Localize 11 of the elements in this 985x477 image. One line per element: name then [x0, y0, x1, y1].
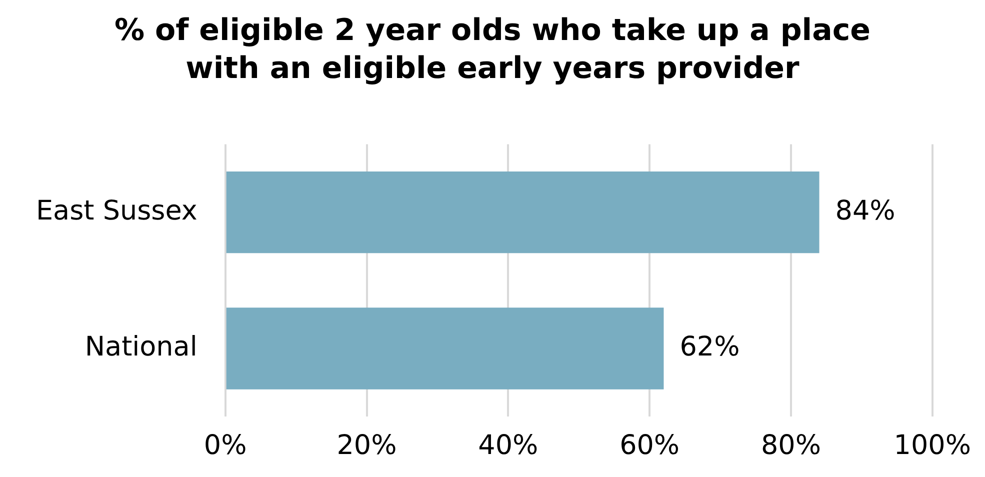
y-tick-label: East Sussex: [36, 195, 198, 226]
x-tick-label: 40%: [478, 430, 538, 461]
y-tick-label: National: [84, 332, 198, 363]
chart-title: % of eligible 2 year olds who take up a place with an eligible early years provider: [114, 12, 872, 88]
data-label: 62%: [680, 332, 740, 363]
x-tick-label: 80%: [760, 430, 821, 461]
x-tick-label: 20%: [336, 430, 397, 461]
data-label: 84%: [835, 195, 896, 226]
x-tick-label: 0%: [204, 430, 247, 461]
x-tick-label: 60%: [620, 430, 680, 461]
x-tick-label: 100%: [894, 430, 972, 461]
